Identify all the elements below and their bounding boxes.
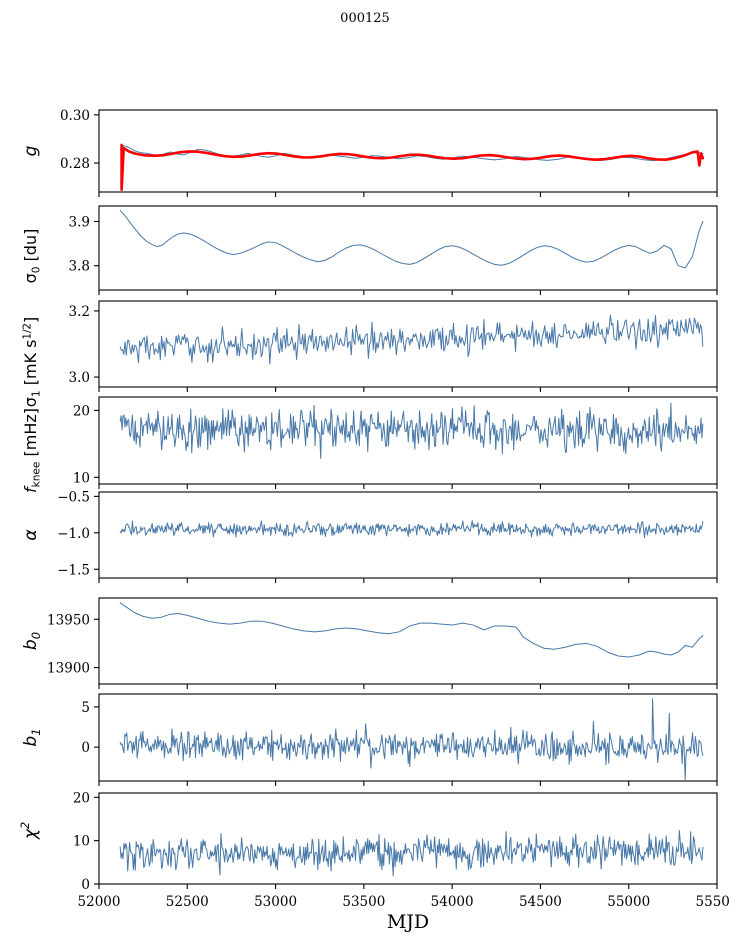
panel-2-ytick-label: 3.0 bbox=[69, 370, 90, 386]
panel-0-series-model bbox=[120, 143, 705, 191]
panel-6-ytick-label: 5 bbox=[81, 700, 90, 716]
x-axis-tick-label: 54000 bbox=[431, 894, 474, 910]
panel-6: 50 bbox=[81, 693, 718, 786]
panel-1-frame bbox=[98, 205, 718, 291]
panel-5-y-axis-label: b0 bbox=[21, 632, 43, 650]
panel-2-series-data bbox=[119, 314, 704, 365]
panel-0-ytick-label: 0.30 bbox=[60, 108, 90, 124]
panel-7-ytick-label: 20 bbox=[73, 790, 90, 806]
panel-4-series-data bbox=[119, 520, 704, 539]
panel-2: 3.2 3.0 bbox=[69, 300, 718, 392]
panel-5-series-data bbox=[119, 602, 704, 658]
panel-3-frame bbox=[98, 396, 718, 485]
panel-0: 0.30 0.28 bbox=[60, 108, 718, 197]
x-axis-tick-label: 54500 bbox=[519, 894, 562, 910]
x-axis-tick-label: 55000 bbox=[607, 894, 650, 910]
panel-2-y-axis-label: σ1 [mK s1/2] bbox=[21, 317, 43, 407]
panel-5-ytick-label: 13950 bbox=[47, 612, 90, 628]
panel-4: −0.5 −1.0 −1.5 bbox=[57, 489, 718, 583]
x-axis-tick-label: 53000 bbox=[254, 894, 297, 910]
panel-4-ytick-label: −1.5 bbox=[57, 562, 90, 578]
panel-5-ytick-label: 13900 bbox=[47, 661, 90, 677]
panel-1-y-axis-label: σ0 [du] bbox=[21, 229, 43, 284]
x-axis-label: MJD bbox=[387, 911, 429, 933]
panel-2-ytick-label: 3.2 bbox=[69, 304, 90, 320]
x-axis-tick-label: 52000 bbox=[78, 894, 121, 910]
panel-5: 13950 13900 bbox=[47, 597, 718, 689]
panel-7-ytick-label: 0 bbox=[81, 877, 90, 893]
panel-1-series-data bbox=[119, 209, 704, 269]
panel-6-ytick-label: 0 bbox=[81, 740, 90, 756]
panel-4-ytick-label: −0.5 bbox=[57, 489, 90, 505]
panel-3-y-axis-label: fknee [mHz] bbox=[21, 408, 43, 493]
panel-4-frame bbox=[98, 491, 718, 579]
panel-3-series-data bbox=[119, 402, 704, 459]
panel-1-ytick-label: 3.8 bbox=[69, 259, 90, 275]
x-axis-tick-label: 53500 bbox=[342, 894, 385, 910]
panel-7-ytick-label: 10 bbox=[73, 834, 90, 850]
panel-3-ytick-label: 20 bbox=[73, 403, 90, 419]
panel-3-ytick-label: 10 bbox=[73, 470, 90, 486]
panel-6-y-axis-label: b1 bbox=[21, 728, 43, 746]
panel-2-frame bbox=[98, 300, 718, 388]
x-axis-tick-label: 55500 bbox=[696, 894, 729, 910]
panel-1: 3.9 3.8 bbox=[69, 205, 718, 295]
figure-title: 000125 bbox=[340, 11, 390, 26]
panel-4-y-axis-label: α bbox=[21, 529, 41, 540]
panel-0-ytick-label: 0.28 bbox=[60, 156, 90, 172]
panel-4-ytick-label: −1.0 bbox=[57, 526, 90, 542]
panel-6-series-data bbox=[119, 698, 704, 780]
panel-0-y-axis-label: g bbox=[21, 145, 41, 156]
panel-0-frame bbox=[98, 109, 718, 193]
x-axis-tick-label: 52500 bbox=[166, 894, 209, 910]
panel-7-y-axis-label: χ2 bbox=[19, 822, 41, 840]
panel-7-frame bbox=[98, 792, 718, 885]
panel-7-series-data bbox=[119, 829, 704, 877]
panel-1-ytick-label: 3.9 bbox=[69, 214, 90, 230]
panel-6-frame bbox=[98, 693, 718, 782]
panel-5-frame bbox=[98, 597, 718, 685]
